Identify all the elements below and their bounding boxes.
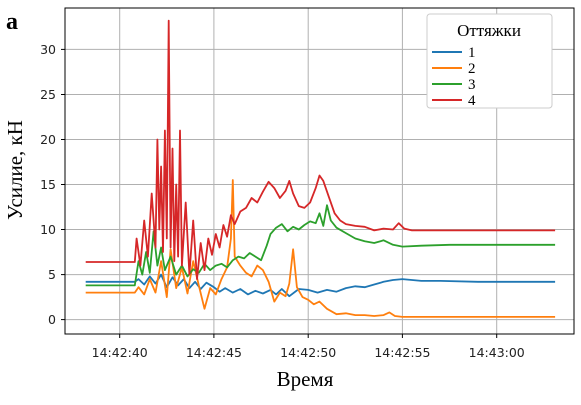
x-tick-label: 14:42:40 [92, 345, 148, 360]
x-axis-ticks: 14:42:40 14:42:45 14:42:50 14:42:55 14:43:00 [92, 334, 525, 360]
series-line-4 [85, 19, 556, 281]
y-axis-ticks: 0 5 10 15 20 25 30 [40, 42, 65, 327]
legend-label-2: 2 [468, 61, 476, 77]
x-tick-label: 14:42:50 [280, 345, 336, 360]
y-axis-label: Усилие, кН [3, 120, 27, 220]
legend-label-1: 1 [468, 45, 476, 61]
x-tick-label: 14:43:00 [469, 345, 525, 360]
legend-label-4: 4 [468, 93, 476, 109]
x-tick-label: 14:42:55 [374, 345, 430, 360]
plot-frame [64, 7, 575, 335]
y-tick-label: 25 [40, 87, 56, 102]
y-tick-label: 20 [40, 132, 56, 147]
y-tick-label: 0 [48, 312, 56, 327]
series-line-2 [85, 179, 556, 318]
y-tick-label: 30 [40, 42, 56, 57]
legend-title: Оттяжки [457, 21, 521, 40]
x-axis-label: Время [277, 367, 334, 391]
series-line-3 [85, 204, 556, 287]
y-tick-label: 5 [48, 267, 56, 282]
y-tick-label: 15 [40, 177, 56, 192]
legend-label-3: 3 [468, 77, 476, 93]
panel-label: a [6, 9, 18, 35]
y-tick-label: 10 [40, 222, 56, 237]
x-tick-label: 14:42:45 [186, 345, 242, 360]
data-series [85, 19, 556, 318]
